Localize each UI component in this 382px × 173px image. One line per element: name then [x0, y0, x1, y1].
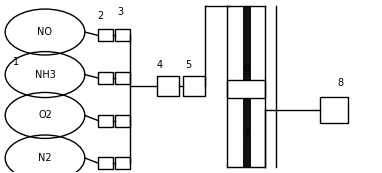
Bar: [227, 80, 265, 98]
Text: 6: 6: [243, 65, 249, 75]
Text: O2: O2: [38, 110, 52, 120]
Text: NO: NO: [37, 27, 52, 37]
Text: 7: 7: [243, 129, 249, 139]
Bar: [183, 76, 206, 96]
Bar: [98, 29, 113, 41]
Bar: [320, 97, 348, 123]
Bar: [115, 29, 129, 41]
Bar: [98, 157, 113, 169]
Text: 8: 8: [338, 78, 344, 88]
Text: 1: 1: [13, 57, 19, 67]
Text: 2: 2: [97, 11, 104, 21]
Bar: [98, 72, 113, 84]
Bar: [115, 157, 129, 169]
Bar: [115, 72, 129, 84]
Bar: [98, 115, 113, 126]
Bar: [157, 76, 179, 96]
Text: 4: 4: [157, 60, 163, 70]
Text: N2: N2: [38, 153, 52, 163]
Bar: [243, 7, 251, 166]
Bar: [115, 115, 129, 126]
Text: 3: 3: [118, 7, 124, 17]
Text: 5: 5: [185, 60, 191, 70]
Text: NH3: NH3: [34, 70, 55, 80]
